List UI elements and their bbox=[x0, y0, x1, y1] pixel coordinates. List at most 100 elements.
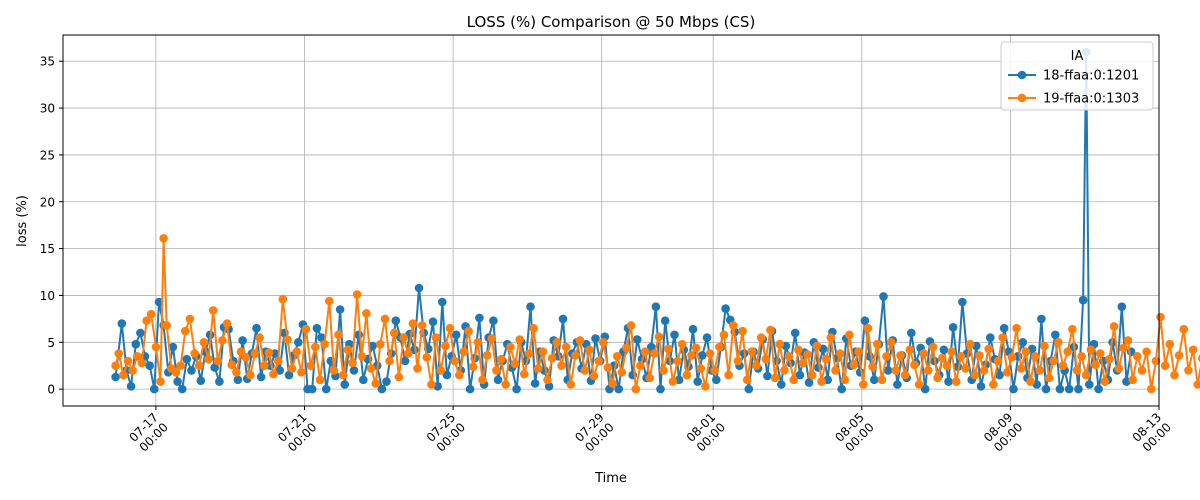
data-point bbox=[986, 333, 995, 342]
data-point bbox=[1137, 366, 1147, 375]
data-point bbox=[1063, 347, 1072, 357]
data-point bbox=[575, 336, 585, 345]
data-point bbox=[1064, 384, 1074, 394]
data-point bbox=[784, 352, 794, 361]
data-point bbox=[255, 333, 264, 342]
data-point bbox=[283, 335, 292, 344]
data-point bbox=[640, 347, 650, 357]
data-point bbox=[441, 341, 450, 351]
data-point bbox=[631, 384, 641, 394]
data-point bbox=[176, 361, 185, 371]
data-point bbox=[1165, 339, 1175, 349]
series-layer bbox=[111, 47, 1200, 394]
data-point bbox=[215, 377, 224, 386]
data-point bbox=[860, 316, 870, 326]
data-point bbox=[438, 297, 447, 307]
data-point bbox=[524, 349, 534, 358]
data-point bbox=[821, 354, 831, 364]
data-point bbox=[529, 323, 538, 333]
data-point bbox=[795, 370, 805, 380]
data-point bbox=[1119, 343, 1128, 353]
data-point bbox=[380, 314, 390, 324]
data-point bbox=[1151, 356, 1161, 366]
y-tick-label: 30 bbox=[40, 102, 55, 116]
data-point bbox=[803, 350, 812, 359]
legend-entries: 18-ffaa:0:1201 19-ffaa:0:1303 bbox=[1008, 69, 1139, 107]
data-point bbox=[794, 345, 803, 355]
data-point bbox=[259, 361, 269, 371]
data-point bbox=[804, 378, 814, 387]
data-point bbox=[883, 366, 893, 375]
data-point bbox=[151, 342, 161, 352]
data-point bbox=[233, 375, 243, 385]
data-point bbox=[371, 379, 381, 388]
data-point bbox=[199, 338, 209, 347]
data-point bbox=[111, 361, 120, 371]
data-point bbox=[910, 360, 919, 370]
data-point bbox=[133, 352, 142, 361]
y-tick-label: 0 bbox=[47, 383, 55, 397]
x-axis-label: Time bbox=[594, 471, 627, 486]
data-point bbox=[427, 380, 436, 389]
data-point bbox=[928, 342, 938, 352]
data-point bbox=[664, 344, 673, 354]
data-point bbox=[391, 316, 401, 326]
data-point bbox=[311, 342, 320, 352]
legend-label: 19-ffaa:0:1303 bbox=[1043, 92, 1139, 107]
data-point bbox=[687, 351, 696, 360]
y-tick-label: 20 bbox=[40, 195, 55, 209]
data-point bbox=[173, 377, 182, 386]
data-point bbox=[979, 366, 989, 375]
data-point bbox=[436, 366, 446, 375]
data-point bbox=[817, 377, 826, 386]
data-point bbox=[489, 316, 498, 326]
data-point bbox=[656, 384, 665, 394]
data-point bbox=[156, 377, 165, 386]
data-point bbox=[1054, 338, 1063, 347]
data-point bbox=[984, 344, 993, 354]
data-point bbox=[775, 339, 784, 349]
data-point bbox=[944, 377, 953, 386]
data-point bbox=[790, 328, 800, 338]
data-point bbox=[377, 384, 387, 394]
data-point bbox=[798, 358, 808, 368]
data-point bbox=[907, 328, 916, 338]
data-point bbox=[650, 349, 659, 358]
data-point bbox=[691, 343, 701, 353]
data-point bbox=[1040, 341, 1049, 351]
data-point bbox=[1095, 349, 1105, 358]
data-point bbox=[137, 358, 147, 368]
data-point bbox=[287, 364, 297, 373]
data-point bbox=[1094, 384, 1103, 394]
legend-swatch-marker bbox=[1017, 70, 1027, 80]
data-point bbox=[256, 372, 266, 382]
data-point bbox=[1074, 384, 1083, 394]
data-point bbox=[698, 351, 707, 360]
data-point bbox=[320, 339, 329, 349]
data-point bbox=[1035, 366, 1045, 375]
data-point bbox=[849, 360, 859, 370]
data-point bbox=[194, 361, 204, 371]
data-point bbox=[905, 345, 915, 355]
data-point bbox=[547, 353, 557, 363]
data-point bbox=[633, 335, 642, 344]
data-point bbox=[1068, 324, 1077, 334]
data-point bbox=[227, 360, 236, 370]
data-point bbox=[552, 338, 562, 347]
data-point bbox=[920, 384, 930, 394]
data-point bbox=[348, 358, 357, 368]
data-point bbox=[475, 313, 484, 323]
data-point bbox=[241, 353, 250, 362]
data-point bbox=[1077, 352, 1086, 361]
data-point bbox=[1170, 370, 1179, 380]
data-point bbox=[1009, 384, 1018, 394]
data-point bbox=[400, 356, 410, 366]
data-point bbox=[376, 339, 385, 349]
data-point bbox=[835, 349, 845, 358]
data-point bbox=[292, 347, 302, 357]
y-tick-label: 5 bbox=[47, 336, 55, 350]
data-point bbox=[766, 325, 775, 335]
data-point bbox=[729, 321, 738, 330]
